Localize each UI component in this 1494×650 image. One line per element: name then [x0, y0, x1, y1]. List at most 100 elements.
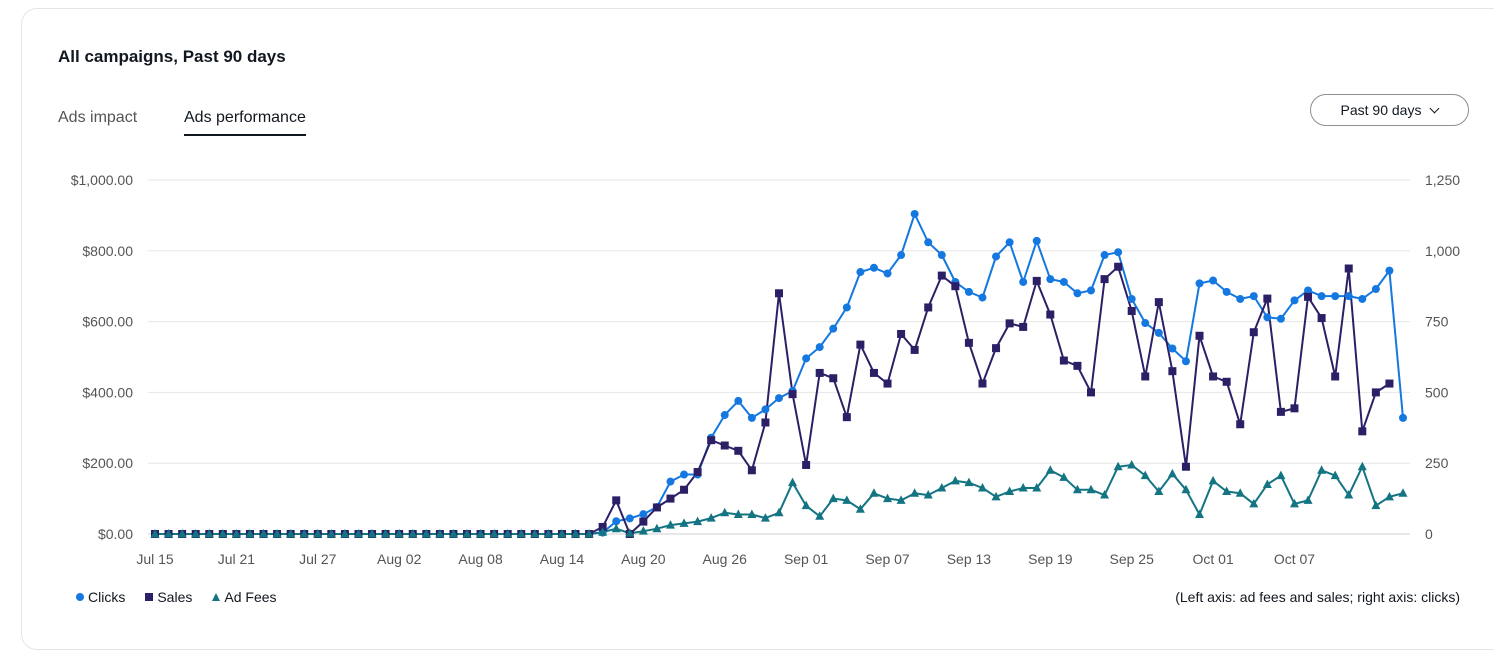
clicks-point [1114, 248, 1123, 257]
ad-fees-point [367, 529, 377, 538]
tab-ads-performance[interactable]: Ads performance [184, 109, 306, 136]
sales-point [897, 329, 906, 338]
tab-ads-impact[interactable]: Ads impact [58, 109, 138, 126]
ad-fees-point [1100, 490, 1110, 499]
ad-fees-point [693, 516, 703, 526]
ad-fees-point [1398, 488, 1408, 497]
legend-label: Ad Fees [224, 589, 277, 605]
x-tick-label: Sep 07 [865, 551, 910, 567]
clicks-point [1195, 279, 1204, 288]
series-markers [150, 209, 1408, 538]
ad-fees-point [1045, 465, 1055, 474]
ad-fees-point [353, 529, 363, 538]
sales-point [734, 446, 743, 455]
clicks-point [1304, 286, 1313, 295]
sales-point [1154, 298, 1163, 307]
sales-point [910, 345, 919, 354]
legend-item-ad-fees[interactable]: Ad Fees [212, 589, 277, 605]
sales-point [1385, 379, 1394, 388]
y-left-tick-label: $200.00 [82, 455, 133, 471]
clicks-point [747, 413, 756, 422]
sales-point [1168, 367, 1177, 376]
page-title: All campaigns, Past 90 days [58, 47, 286, 66]
clicks-point [1222, 287, 1231, 296]
legend-item-sales[interactable]: Sales [145, 589, 192, 605]
clicks-point [869, 263, 878, 272]
sales-point [1100, 275, 1109, 284]
sales-point [1032, 276, 1041, 285]
clicks-point [1263, 313, 1272, 322]
sales-point [856, 340, 865, 349]
clicks-point [1073, 289, 1082, 298]
sales-point [1059, 356, 1068, 365]
date-range-dropdown[interactable]: Past 90 days [1310, 94, 1469, 126]
clicks-point [978, 293, 987, 302]
left-axis: $0.00 $200.00 $400.00 $600.00 $800.00 $1,000.… [71, 172, 134, 542]
clicks-point [625, 514, 634, 523]
clicks-point [1399, 413, 1407, 422]
x-tick-label: Sep 25 [1110, 551, 1155, 567]
clicks-point [964, 287, 973, 296]
y-right-tick-label: 250 [1425, 455, 1449, 471]
ad-fees-point [340, 529, 350, 538]
clicks-point [1019, 277, 1028, 286]
ad-fees-point [950, 475, 960, 485]
ad-fees-point [720, 507, 730, 517]
performance-chart: $0.00 $200.00 $400.00 $600.00 $800.00 $1,000.… [71, 172, 1461, 567]
ad-fees-point [1195, 509, 1205, 519]
clicks-point [1209, 276, 1218, 285]
sales-point [1141, 372, 1150, 381]
sales-point [1087, 388, 1095, 397]
y-left-tick-label: $0.00 [98, 526, 133, 542]
ad-fees-point [218, 529, 228, 538]
legend-label: Clicks [88, 589, 126, 605]
ad-fees-point [842, 495, 852, 504]
ad-fees-point [516, 529, 526, 538]
x-tick-label: Oct 07 [1274, 551, 1315, 567]
sales-point [707, 436, 716, 445]
ad-fees-point [679, 518, 689, 527]
ad-fees-point [855, 504, 865, 513]
ad-fees-point [910, 488, 920, 497]
x-tick-label: Sep 19 [1028, 551, 1073, 567]
sales-point [1304, 292, 1313, 301]
sales-point [788, 390, 797, 399]
ad-fees-point [801, 500, 811, 510]
ad-fees-point [1235, 488, 1245, 497]
ad-fees-point [774, 507, 784, 517]
clicks-point [1141, 319, 1150, 328]
sales-point [693, 468, 702, 477]
clicks-point [1154, 328, 1163, 337]
sales-point [1073, 361, 1082, 370]
ad-fees-point [1344, 490, 1354, 499]
clicks-point [1358, 294, 1367, 303]
ad-fees-point [326, 529, 336, 538]
ad-fees-point [259, 529, 269, 538]
sales-point [1290, 404, 1299, 413]
sales-point [1181, 462, 1190, 471]
circle-marker-icon [76, 593, 84, 601]
clicks-point [1100, 251, 1109, 260]
ad-fees-point [1317, 465, 1327, 474]
x-tick-label: Aug 20 [621, 551, 666, 567]
ad-fees-point [638, 526, 648, 535]
ad-fees-point [231, 529, 241, 538]
ad-fees-point [869, 488, 879, 497]
sales-point [775, 289, 783, 298]
x-tick-label: Sep 01 [784, 551, 829, 567]
ad-fees-point [204, 529, 214, 538]
sales-point [1222, 377, 1231, 386]
chart-card [21, 8, 1494, 650]
ad-fees-point [1303, 495, 1313, 504]
y-right-tick-label: 500 [1425, 384, 1449, 400]
ad-fees-point [1167, 468, 1177, 478]
legend-item-clicks[interactable]: Clicks [76, 589, 125, 605]
ad-fees-point [883, 493, 893, 503]
sales-point [869, 368, 878, 377]
sales-point [1249, 328, 1258, 337]
clicks-point [1276, 314, 1285, 323]
clicks-point [1236, 294, 1245, 303]
x-tick-label: Jul 27 [299, 551, 337, 567]
clicks-point [1344, 292, 1353, 301]
clicks-point [1005, 238, 1014, 247]
